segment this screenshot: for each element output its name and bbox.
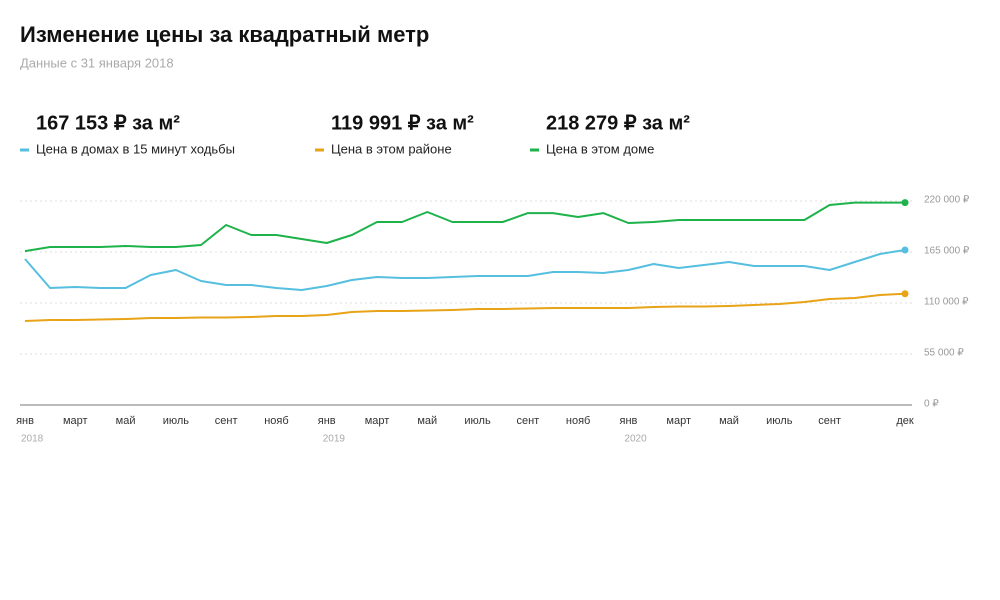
x-tick-label: янв	[16, 415, 34, 427]
y-tick-label: 0 ₽	[924, 399, 939, 410]
x-tick-label: март	[666, 415, 691, 427]
year-label: 2019	[323, 434, 346, 445]
x-tick-label: сент	[215, 415, 238, 427]
end-point	[901, 246, 909, 254]
x-tick-label: июль	[464, 415, 491, 427]
legend-label: Цена в домах в 15 минут ходьбы	[36, 141, 235, 156]
y-tick-label: 110 000 ₽	[924, 297, 969, 308]
end-point	[901, 290, 909, 298]
x-tick-label: нояб	[566, 415, 590, 427]
x-tick-label: дек	[896, 415, 914, 427]
x-tick-label: март	[365, 415, 390, 427]
headline-value: 119 991 ₽ за м²	[331, 112, 474, 134]
chart-title: Изменение цены за квадратный метр	[20, 22, 429, 47]
x-tick-label: май	[719, 415, 739, 427]
x-tick-label: март	[63, 415, 88, 427]
headline-value: 167 153 ₽ за м²	[36, 112, 180, 134]
x-tick-label: май	[417, 415, 437, 427]
series-line	[24, 249, 906, 291]
series-line	[24, 292, 906, 322]
x-tick-label: июль	[766, 415, 793, 427]
y-tick-label: 165 000 ₽	[924, 246, 970, 257]
legend-label: Цена в этом районе	[331, 141, 452, 156]
y-tick-label: 220 000 ₽	[924, 195, 970, 206]
x-tick-label: июль	[163, 415, 190, 427]
x-tick-label: нояб	[264, 415, 288, 427]
x-tick-label: сент	[818, 415, 841, 427]
year-label: 2018	[21, 434, 44, 445]
x-tick-label: янв	[619, 415, 637, 427]
x-tick-label: сент	[516, 415, 539, 427]
series-line	[24, 201, 905, 253]
legend-label: Цена в этом доме	[546, 141, 654, 156]
chart-subtitle: Данные с 31 января 2018	[20, 55, 174, 70]
end-point	[901, 199, 909, 207]
headline-value: 218 279 ₽ за м²	[546, 112, 690, 134]
x-tick-label: май	[116, 415, 136, 427]
year-label: 2020	[624, 434, 647, 445]
y-tick-label: 55 000 ₽	[924, 348, 964, 359]
x-tick-label: янв	[318, 415, 336, 427]
